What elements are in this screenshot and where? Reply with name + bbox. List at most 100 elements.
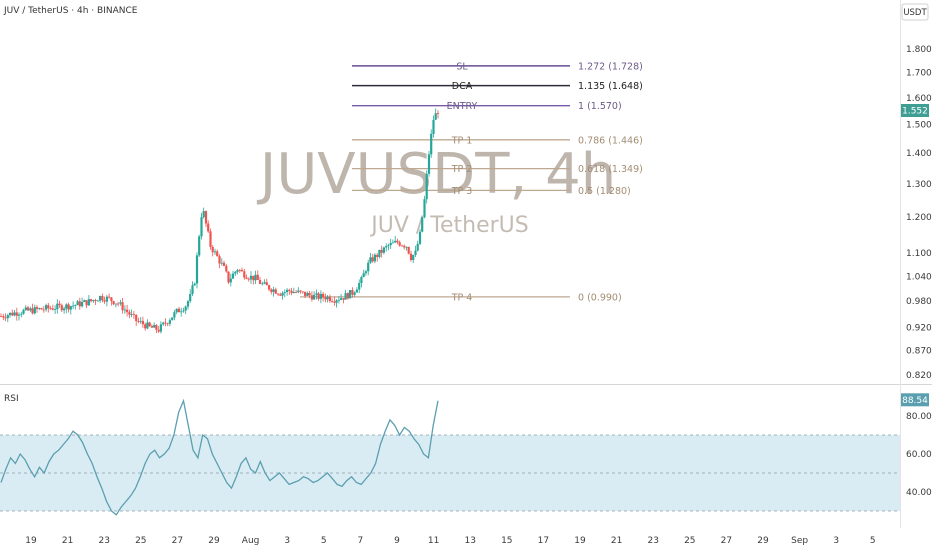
candle-body	[249, 275, 253, 280]
candle-body	[123, 309, 126, 311]
candle-body	[398, 242, 401, 246]
rsi-label[interactable]: RSI	[4, 394, 19, 404]
candle-body	[148, 322, 151, 326]
price-tick-label: 1.300	[906, 180, 932, 190]
candle-body	[319, 293, 322, 299]
candle-body	[409, 253, 413, 260]
candle-body	[304, 291, 307, 296]
price-tick-label: 1.200	[906, 213, 932, 223]
candle-body	[144, 324, 147, 329]
candle-body	[378, 249, 381, 257]
candle-body	[103, 300, 106, 302]
candle-body	[58, 303, 61, 306]
fib-level-entry[interactable]: ENTRY 1 (1.570)	[352, 101, 622, 112]
candle-body	[346, 293, 349, 299]
time-tick-label: 3	[833, 536, 839, 546]
fib-levels[interactable]: SL 1.272 (1.728) DCA 1.135 (1.648) ENTRY 1 (1…	[300, 61, 643, 303]
fib-level-sl[interactable]: SL 1.272 (1.728)	[352, 61, 643, 72]
fib-level-tp-2[interactable]: TP 2 0.618 (1.349)	[352, 164, 643, 175]
candle-body	[430, 133, 433, 155]
candle-body	[119, 302, 122, 304]
candle-body	[272, 289, 275, 292]
candle-body	[126, 309, 129, 313]
candle-body	[400, 245, 404, 247]
candle-body	[204, 211, 208, 224]
candle-body	[238, 270, 241, 271]
current-price-text: 1.552	[902, 107, 928, 117]
symbol-title[interactable]: JUV / TetherUS · 4h · BINANCE	[3, 6, 138, 16]
candle-body	[87, 299, 90, 306]
time-tick-label: 9	[394, 536, 400, 546]
time-tick-label: 25	[684, 536, 695, 546]
candle-body	[2, 316, 5, 318]
candle-body	[331, 301, 334, 302]
candle-body	[434, 113, 437, 120]
candle-body	[35, 307, 39, 309]
candle-body	[263, 282, 266, 284]
candle-body	[198, 236, 201, 256]
price-tick-label: 0.920	[906, 323, 932, 333]
time-tick-label: Aug	[242, 536, 260, 546]
candle-body	[258, 279, 262, 284]
candle-body	[182, 310, 185, 312]
candle-body	[186, 301, 190, 307]
candle-body	[328, 296, 331, 301]
candle-body	[117, 303, 120, 305]
price-axis[interactable]: 1.800 1.700 1.600 1.500 1.400 1.300 1.200 1.100…	[906, 45, 932, 381]
fib-label: ENTRY	[447, 101, 478, 112]
fib-level-tp-3[interactable]: TP 3 0.5 (1.280)	[352, 186, 631, 197]
candle-body	[108, 296, 111, 298]
time-axis[interactable]: 19 21 23 25 27 29 Aug 3 5 7 9 11 13 15 17 19 21 23 25 27 29 S…	[25, 536, 875, 546]
candle-body	[382, 247, 385, 253]
candle-body	[153, 325, 156, 328]
candle-body	[310, 295, 313, 300]
price-tick-label: 1.500	[906, 121, 932, 131]
candle-body	[6, 315, 9, 319]
candle-body	[17, 314, 21, 316]
unit-label[interactable]: USDT	[901, 3, 929, 21]
fib-level-tp-4[interactable]: TP 4 0 (0.990)	[352, 292, 622, 303]
candle-body	[180, 311, 183, 313]
fib-label: TP 2	[451, 164, 473, 175]
candle-body	[218, 256, 221, 264]
candle-body	[355, 289, 358, 293]
candle-body	[292, 292, 295, 293]
time-tick-label: 5	[321, 536, 327, 546]
time-tick-label: 23	[647, 536, 658, 546]
candles	[0, 108, 440, 334]
candle-body	[99, 296, 102, 301]
candle-body	[94, 300, 97, 301]
candle-body	[283, 292, 286, 293]
candle-body	[362, 273, 365, 278]
candle-body	[367, 262, 370, 272]
candle-body	[202, 211, 205, 218]
candle-body	[31, 308, 34, 314]
fib-level-tp-1[interactable]: TP 1 0.786 (1.446)	[352, 135, 643, 146]
candle-body	[279, 294, 282, 296]
time-tick-label: 21	[611, 536, 622, 546]
candle-body	[141, 320, 144, 325]
candle-body	[414, 250, 417, 255]
candle-body	[425, 173, 428, 200]
candle-body	[207, 223, 210, 232]
candle-body	[229, 278, 232, 283]
fib-value: 0 (0.990)	[578, 292, 622, 303]
fib-level-dca[interactable]: DCA 1.135 (1.648)	[352, 81, 643, 92]
candle-body	[51, 308, 54, 310]
candle-body	[369, 257, 372, 263]
candle-body	[270, 289, 273, 292]
time-tick-label: 23	[98, 536, 109, 546]
candle-body	[65, 304, 68, 309]
time-tick-label: 27	[172, 536, 183, 546]
price-tick-label: 1.400	[906, 149, 932, 159]
candle-body	[69, 306, 72, 310]
candle-body	[322, 293, 325, 298]
candle-body	[295, 292, 298, 293]
candle-body	[166, 323, 169, 325]
candle-body	[389, 242, 392, 246]
rsi-value-badge: 88.54	[901, 393, 929, 407]
candle-body	[54, 309, 57, 310]
candle-body	[13, 312, 16, 316]
candle-body	[265, 282, 268, 286]
